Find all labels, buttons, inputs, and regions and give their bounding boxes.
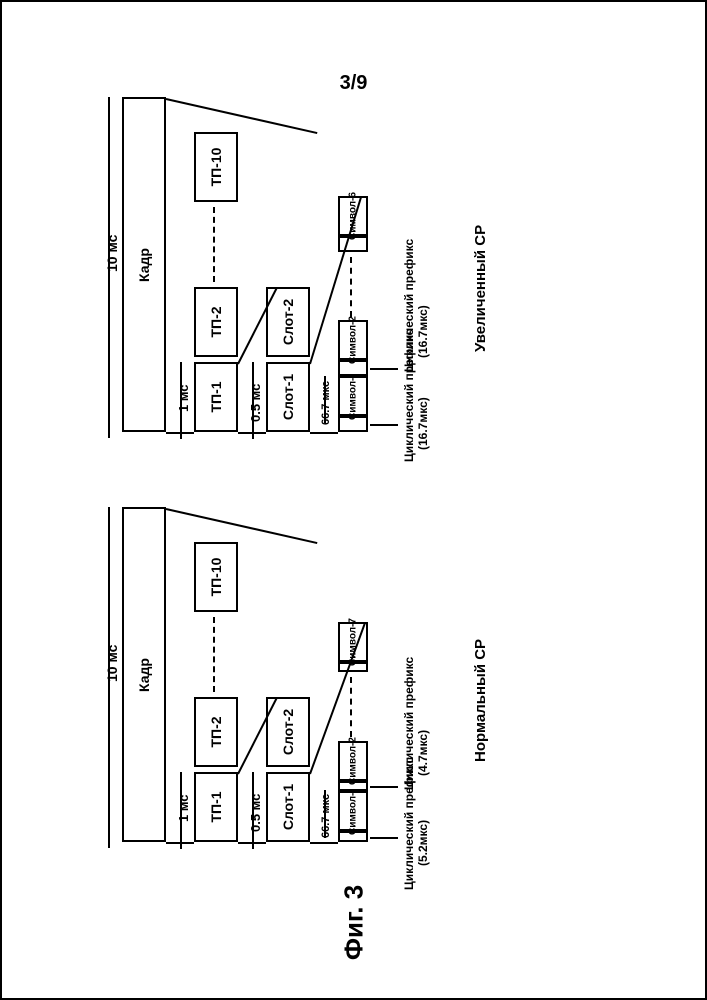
cp2-duration: (4.7мкс) bbox=[416, 730, 430, 776]
subframe-10: ТП-10 bbox=[194, 132, 238, 202]
frame-box: Кадр bbox=[122, 97, 166, 432]
symbol-1: Символ-1 bbox=[338, 791, 368, 831]
diagram-extended-cp: 10 мс Кадр 1 мс ТП-1 ТП-2 ТП-10 0.5 мс bbox=[2, 62, 707, 462]
frame-duration: 10 мс bbox=[104, 235, 120, 272]
subframe-2: ТП-2 bbox=[194, 697, 238, 767]
symbol-2: Символ-2 bbox=[338, 741, 368, 781]
page-frame: 3/9 10 мс Кадр 1 мс ТП-1 ТП-2 ТП-10 bbox=[0, 0, 707, 1000]
symbol-2: Символ-2 bbox=[338, 320, 368, 360]
subframe-1: ТП-1 bbox=[194, 772, 238, 842]
cp2-duration: (16.7мкс) bbox=[416, 305, 430, 358]
subframe-duration: 1 мс bbox=[176, 384, 191, 412]
subframe-duration: 1 мс bbox=[176, 794, 191, 822]
extended-cp-title: Увеличенный CP bbox=[472, 225, 489, 352]
slot-duration: 0.5 мс bbox=[248, 384, 263, 422]
subframe-10: ТП-10 bbox=[194, 542, 238, 612]
normal-cp-title: Нормальный CP bbox=[472, 639, 489, 762]
figure-caption: Фиг. 3 bbox=[338, 885, 369, 960]
frame-box: Кадр bbox=[122, 507, 166, 842]
cp1-duration: (16.7мкс) bbox=[416, 397, 430, 450]
cp2-label: Циклический префикс bbox=[402, 239, 416, 372]
symbol-duration: 66.7 мкс bbox=[320, 381, 332, 425]
subframe-2: ТП-2 bbox=[194, 287, 238, 357]
symbol-1: Символ-1 bbox=[338, 376, 368, 416]
subframe-1: ТП-1 bbox=[194, 362, 238, 432]
slot-1: Слот-1 bbox=[266, 772, 310, 842]
slot-duration: 0.5 мс bbox=[248, 794, 263, 832]
slot-1: Слот-1 bbox=[266, 362, 310, 432]
cp1-duration: (5.2мкс) bbox=[416, 820, 430, 866]
diagram-normal-cp: 10 мс Кадр 1 мс ТП-1 ТП-2 ТП-10 0.5 мс С… bbox=[2, 472, 707, 912]
symbol-duration: 66.7 мкс bbox=[320, 794, 332, 838]
cp2-label: Циклический префикс bbox=[402, 657, 416, 790]
frame-duration: 10 мс bbox=[104, 645, 120, 682]
